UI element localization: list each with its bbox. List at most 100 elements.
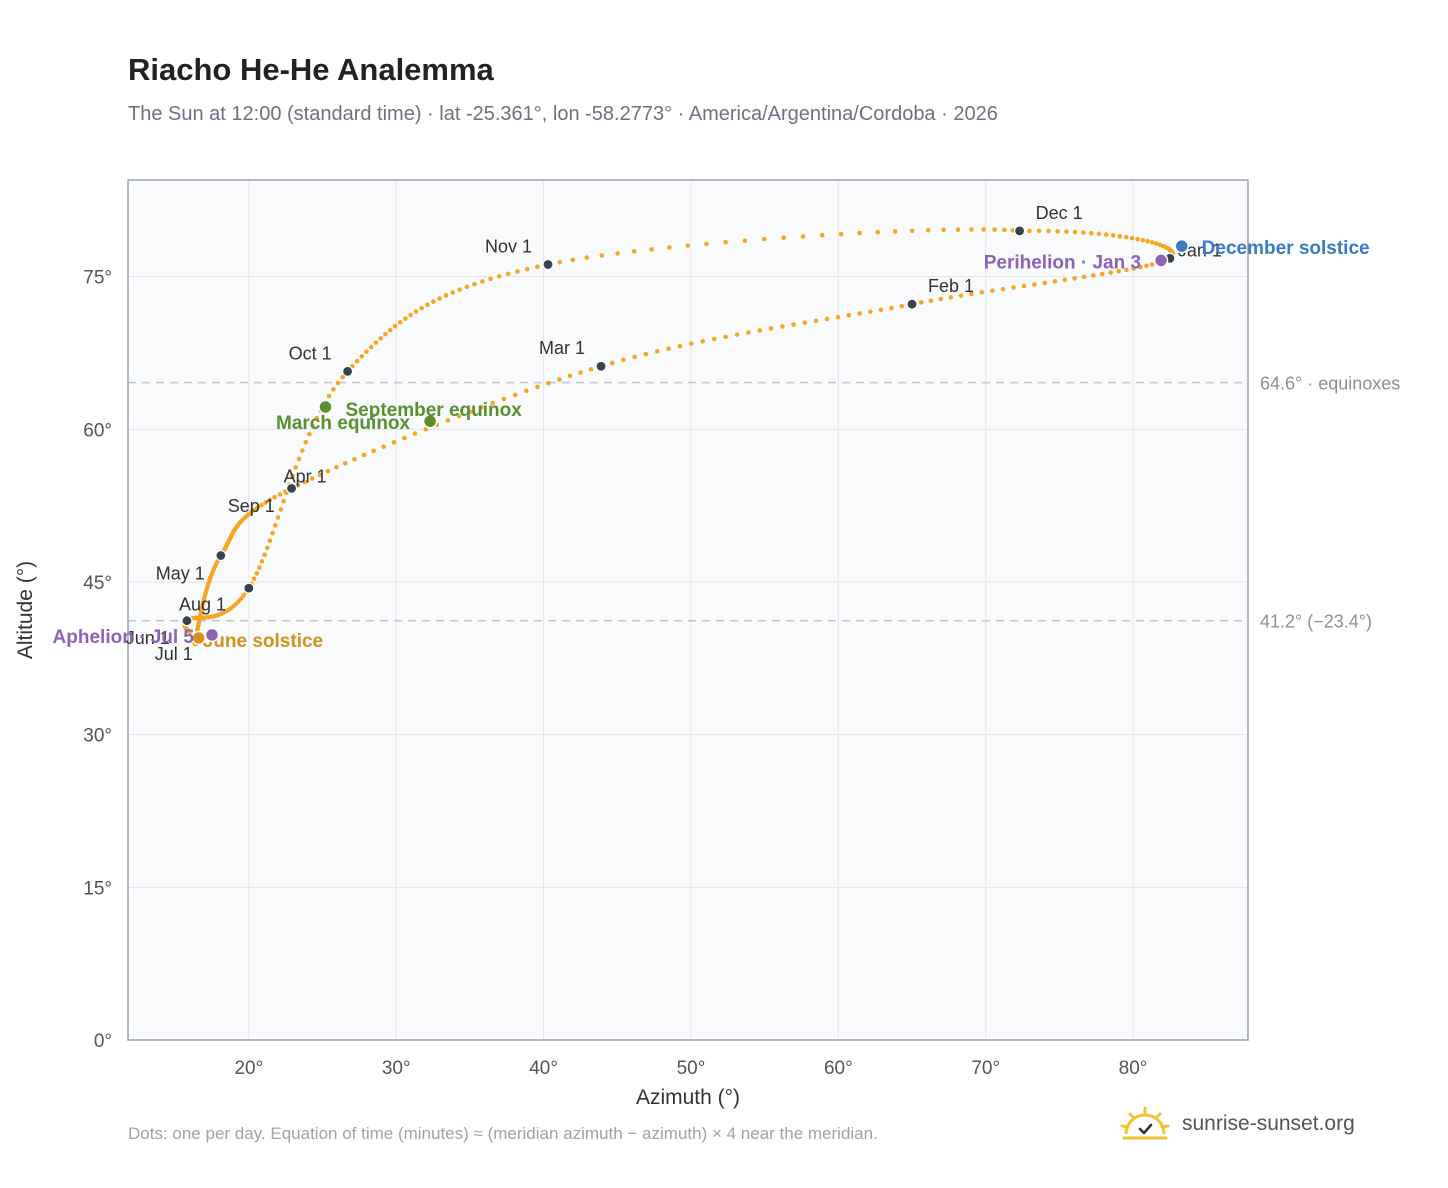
month-marker-label: Dec 1: [1036, 203, 1083, 223]
daily-sun-dot: [524, 266, 530, 272]
daily-sun-dot: [354, 358, 360, 364]
month-marker-label: Nov 1: [485, 236, 532, 256]
daily-sun-dot: [1064, 229, 1069, 234]
daily-sun-dot: [397, 320, 403, 325]
daily-sun-dot: [654, 349, 660, 354]
daily-sun-dot: [1052, 279, 1058, 284]
daily-sun-dot: [1072, 229, 1078, 235]
event-marker: [1153, 253, 1169, 268]
y-tick-label: 60°: [83, 420, 112, 441]
daily-sun-dot: [948, 295, 954, 300]
daily-sun-dot: [666, 346, 671, 351]
daily-sun-dot: [437, 296, 442, 301]
daily-sun-dot: [761, 236, 767, 242]
daily-sun-dot: [334, 464, 339, 470]
daily-sun-dot: [704, 241, 709, 247]
daily-sun-dot: [431, 299, 436, 304]
y-axis-title: Altitude (°): [14, 561, 37, 659]
event-marker: [422, 413, 438, 429]
daily-sun-dot: [941, 227, 946, 233]
daily-sun-dot: [791, 322, 796, 327]
month-marker-label: Sep 1: [228, 496, 275, 516]
daily-sun-dot: [928, 298, 934, 304]
daily-sun-dot: [281, 498, 286, 504]
daily-sun-dot: [259, 502, 264, 508]
event-label: Perihelion · Jan 3: [984, 252, 1141, 273]
daily-sun-dot: [1110, 233, 1116, 238]
month-marker-label: Mar 1: [539, 338, 585, 358]
daily-sun-dot: [535, 384, 540, 390]
daily-sun-dot: [958, 293, 964, 298]
daily-sun-dot: [584, 255, 590, 260]
daily-sun-dot: [255, 505, 261, 510]
brand[interactable]: sunrise-sunset.org: [1120, 1102, 1355, 1146]
daily-sun-dot: [1021, 283, 1027, 289]
daily-sun-dot: [969, 291, 974, 297]
x-axis-title: Azimuth (°): [636, 1086, 740, 1109]
event-marker: [191, 630, 206, 646]
daily-sun-dot: [919, 300, 924, 305]
daily-sun-dot: [326, 393, 332, 399]
daily-sun-dot: [857, 311, 862, 316]
daily-sun-dot: [472, 281, 477, 287]
daily-sun-dot: [588, 367, 594, 372]
y-tick-label: 45°: [83, 573, 112, 594]
daily-sun-dot: [700, 338, 706, 344]
daily-sun-dot: [1123, 234, 1129, 240]
daily-sun-dot: [1140, 237, 1146, 243]
daily-sun-dot: [734, 332, 740, 337]
daily-sun-dot: [899, 303, 905, 309]
daily-sun-dot: [1129, 235, 1135, 241]
month-marker-label: Jun 1: [126, 628, 170, 648]
daily-sun-dot: [875, 229, 881, 235]
daily-sun-dot: [685, 243, 691, 248]
daily-sun-dot: [1011, 285, 1016, 290]
sun-logo-icon: [1120, 1106, 1170, 1140]
daily-sun-dot: [1144, 263, 1149, 269]
daily-sun-dot: [445, 418, 451, 423]
daily-sun-dot: [403, 316, 408, 321]
daily-sun-dot: [1103, 232, 1109, 237]
daily-sun-dot: [1062, 277, 1068, 283]
daily-sun-dot: [290, 473, 295, 479]
daily-sun-dot: [570, 257, 576, 263]
month-marker-label: Apr 1: [284, 466, 327, 486]
footnote: Dots: one per day. Equation of time (min…: [128, 1124, 878, 1143]
daily-sun-dot: [868, 309, 873, 314]
event-marker: [1174, 238, 1189, 254]
month-marker: [1013, 225, 1026, 237]
daily-sun-dot: [496, 274, 502, 279]
daily-sun-dot: [262, 552, 267, 558]
daily-sun-dot: [1000, 286, 1006, 292]
y-tick-label: 30°: [83, 726, 112, 747]
daily-sun-dot: [443, 293, 449, 298]
daily-sun-dot: [802, 320, 808, 325]
daily-sun-dot: [387, 327, 393, 333]
daily-sun-dot: [990, 288, 995, 294]
month-marker: [243, 582, 255, 594]
daily-sun-dot: [524, 388, 529, 394]
daily-sun-dot: [413, 309, 419, 314]
daily-sun-dot: [1091, 273, 1096, 278]
daily-sun-dot: [412, 431, 418, 436]
daily-sun-dot: [392, 323, 398, 329]
daily-sun-dot: [1108, 270, 1113, 275]
daily-sun-dot: [479, 405, 484, 410]
daily-sun-dot: [1036, 228, 1042, 234]
daily-sun-dot: [419, 305, 424, 311]
x-tick-label: 80°: [1119, 1058, 1148, 1079]
brand-label: sunrise-sunset.org: [1182, 1112, 1355, 1135]
daily-sun-dot: [1099, 271, 1105, 277]
daily-sun-dot: [599, 253, 605, 258]
daily-sun-dot: [1149, 262, 1155, 267]
daily-sun-dot: [892, 229, 898, 234]
daily-sun-dot: [457, 287, 462, 292]
daily-sun-dot: [368, 344, 374, 350]
month-marker-label: Jul 1: [155, 644, 193, 664]
daily-sun-dot: [340, 374, 345, 380]
daily-sun-dot: [331, 387, 336, 392]
month-marker-label: Aug 1: [179, 595, 226, 615]
daily-sun-dot: [1135, 236, 1140, 242]
daily-sun-dot: [979, 290, 985, 295]
daily-sun-dot: [1124, 267, 1129, 273]
